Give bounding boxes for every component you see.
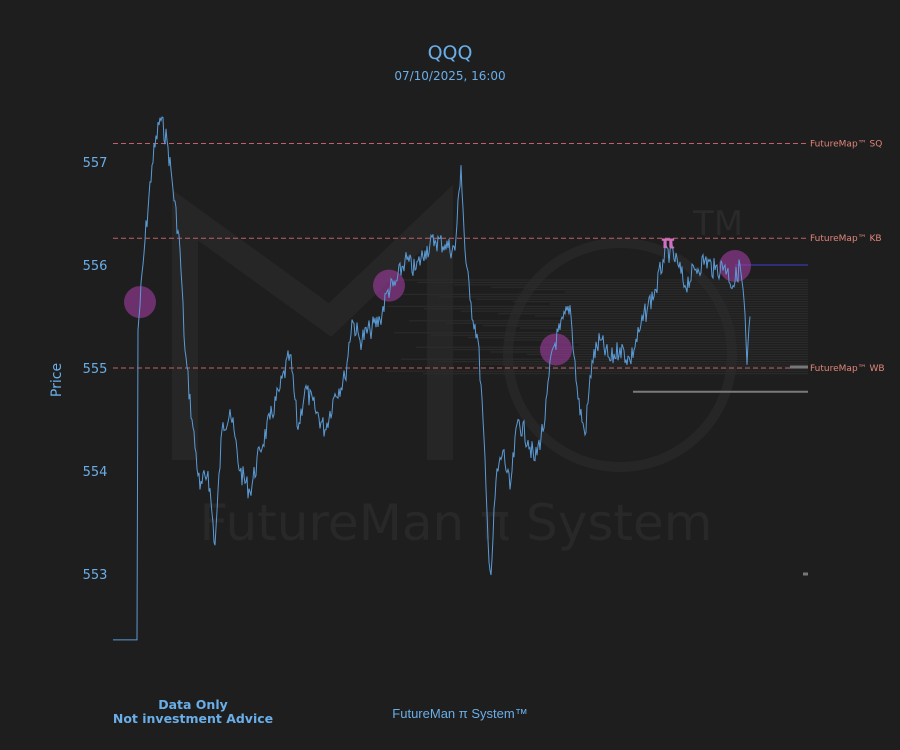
watermark: TM FutureMan π System xyxy=(172,184,743,552)
reference-marker xyxy=(803,572,808,576)
watermark-text: FutureMan π System xyxy=(199,494,712,552)
price-line xyxy=(112,116,751,641)
highlight-circle xyxy=(719,250,751,283)
level-label: FutureMap™ KB xyxy=(810,234,882,244)
y-tick-label: 556 xyxy=(83,259,108,274)
chart-subtitle: 07/10/2025, 16:00 xyxy=(394,69,506,83)
level-label: FutureMap™ WB xyxy=(810,364,885,374)
reference-marker xyxy=(790,365,808,369)
y-tick-label: 555 xyxy=(83,362,108,377)
disclaimer: Data Only Not investment Advice xyxy=(100,698,286,726)
level-lines: FutureMap™ SQ FutureMap™ KB FutureMap™ WB xyxy=(113,139,885,374)
watermark-logo-ring xyxy=(503,238,737,472)
pi-marker: π xyxy=(661,232,675,253)
y-axis-label: Price xyxy=(49,363,65,397)
brand-footer: FutureMan π System™ xyxy=(392,706,528,721)
disclaimer-line-1: Data Only xyxy=(158,697,228,712)
y-tick-label: 557 xyxy=(83,156,108,171)
y-tick-label: 553 xyxy=(83,568,108,583)
volume-profile-lines xyxy=(380,279,808,375)
disclaimer-line-2: Not investment Advice xyxy=(112,711,274,726)
y-axis-ticks: 553 554 555 556 557 xyxy=(83,156,108,583)
chart-title: QQQ xyxy=(427,42,473,64)
level-label: FutureMap™ SQ xyxy=(810,139,882,149)
y-tick-label: 554 xyxy=(83,465,108,480)
watermark-tm: TM xyxy=(692,204,743,244)
